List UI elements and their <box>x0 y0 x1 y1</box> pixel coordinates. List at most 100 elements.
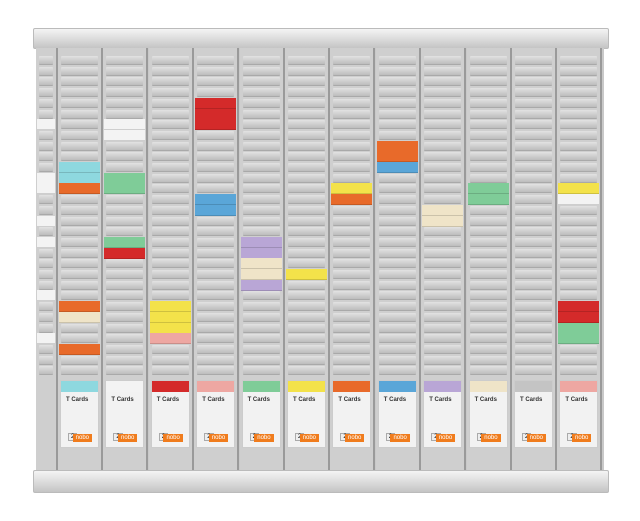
slot[interactable] <box>333 152 371 162</box>
slot[interactable] <box>515 227 552 237</box>
slot[interactable] <box>242 98 280 108</box>
slot[interactable] <box>424 227 462 237</box>
t-card-pack[interactable]: T Cards2nobo <box>514 380 553 448</box>
slot[interactable] <box>515 195 552 205</box>
slot[interactable] <box>106 312 144 322</box>
slot[interactable] <box>333 259 371 269</box>
slot[interactable] <box>242 66 280 76</box>
slot[interactable] <box>197 312 235 322</box>
slot[interactable] <box>242 56 280 65</box>
slot[interactable] <box>39 312 53 322</box>
slot[interactable] <box>333 109 371 119</box>
t-card[interactable] <box>59 301 100 313</box>
slot[interactable] <box>378 66 416 76</box>
slot[interactable] <box>197 323 235 333</box>
t-card[interactable] <box>195 97 237 109</box>
slot[interactable] <box>515 237 552 247</box>
slot[interactable] <box>61 77 98 87</box>
t-card-pack[interactable]: T Cards2nobo <box>377 380 417 448</box>
slot[interactable] <box>151 216 189 226</box>
slot[interactable] <box>61 205 98 215</box>
slot[interactable] <box>106 152 144 162</box>
slot[interactable] <box>424 291 462 301</box>
slot[interactable] <box>151 88 189 98</box>
slot[interactable] <box>378 227 416 237</box>
slot[interactable] <box>515 109 552 119</box>
slot[interactable] <box>151 248 189 258</box>
slot[interactable] <box>515 120 552 130</box>
slot[interactable] <box>424 56 462 65</box>
slot[interactable] <box>515 323 552 333</box>
slot[interactable] <box>424 173 462 183</box>
slot[interactable] <box>424 66 462 76</box>
t-card[interactable] <box>104 172 146 184</box>
slot[interactable] <box>197 77 235 87</box>
slot[interactable] <box>378 344 416 354</box>
slot[interactable] <box>288 77 325 87</box>
slot[interactable] <box>515 152 552 162</box>
t-card[interactable] <box>558 194 600 206</box>
slot[interactable] <box>39 280 53 290</box>
slot[interactable] <box>106 227 144 237</box>
slot[interactable] <box>560 280 598 290</box>
slot[interactable] <box>197 130 235 140</box>
slot[interactable] <box>242 163 280 172</box>
slot[interactable] <box>61 109 98 119</box>
slot[interactable] <box>424 130 462 140</box>
slot[interactable] <box>151 120 189 130</box>
slot[interactable] <box>515 248 552 258</box>
slot[interactable] <box>560 259 598 269</box>
slot[interactable] <box>378 355 416 365</box>
t-card[interactable] <box>422 215 464 227</box>
slot[interactable] <box>469 312 507 322</box>
t-card[interactable] <box>240 279 282 291</box>
slot[interactable] <box>61 66 98 76</box>
slot[interactable] <box>515 173 552 183</box>
slot[interactable] <box>378 109 416 119</box>
slot[interactable] <box>424 334 462 344</box>
slot[interactable] <box>333 302 371 312</box>
slot[interactable] <box>242 355 280 365</box>
slot[interactable] <box>424 259 462 269</box>
slot[interactable] <box>378 312 416 322</box>
slot[interactable] <box>61 291 98 301</box>
slot[interactable] <box>515 259 552 269</box>
slot[interactable] <box>378 98 416 108</box>
slot[interactable] <box>378 323 416 333</box>
slot[interactable] <box>197 88 235 98</box>
slot[interactable] <box>424 312 462 322</box>
slot[interactable] <box>288 237 325 247</box>
slot[interactable] <box>288 88 325 98</box>
slot[interactable] <box>151 152 189 162</box>
slot[interactable] <box>106 88 144 98</box>
slot[interactable] <box>469 109 507 119</box>
slot[interactable] <box>151 227 189 237</box>
slot[interactable] <box>242 173 280 183</box>
slot[interactable] <box>106 56 144 65</box>
slot[interactable] <box>106 270 144 279</box>
slot[interactable] <box>61 280 98 290</box>
t-card[interactable] <box>376 162 418 173</box>
slot[interactable] <box>39 355 53 365</box>
slot[interactable] <box>39 98 53 108</box>
slot[interactable] <box>39 141 53 151</box>
slot[interactable] <box>197 344 235 354</box>
slot[interactable] <box>151 109 189 119</box>
slot[interactable] <box>61 259 98 269</box>
slot[interactable] <box>560 344 598 354</box>
slot[interactable] <box>515 77 552 87</box>
slot[interactable] <box>469 152 507 162</box>
slot[interactable] <box>106 355 144 365</box>
slot[interactable] <box>61 216 98 226</box>
slot[interactable] <box>39 205 53 215</box>
slot[interactable] <box>39 248 53 258</box>
slot[interactable] <box>424 109 462 119</box>
slot[interactable] <box>288 344 325 354</box>
t-card[interactable] <box>558 311 600 323</box>
slot[interactable] <box>469 355 507 365</box>
slot[interactable] <box>61 130 98 140</box>
slot[interactable] <box>106 291 144 301</box>
slot[interactable] <box>560 237 598 247</box>
slot[interactable] <box>333 248 371 258</box>
slot[interactable] <box>39 77 53 87</box>
